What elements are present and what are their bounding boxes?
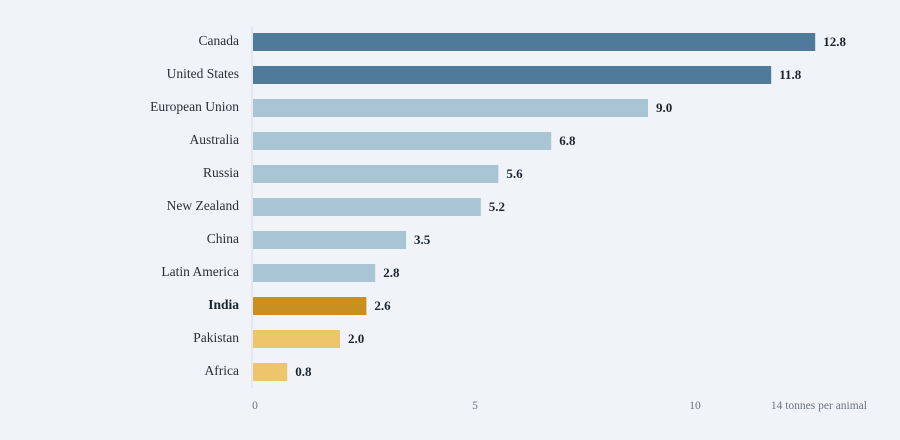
value-label-africa: 0.8 (295, 364, 312, 379)
value-label-new-zealand: 5.2 (489, 199, 505, 214)
bar-united-states (253, 66, 772, 84)
bar-new-zealand (253, 198, 481, 216)
value-label-canada: 12.8 (823, 34, 846, 49)
x-axis-unit-label: 14 tonnes per animal (771, 400, 867, 412)
category-label-canada: Canada (199, 33, 239, 48)
category-label-russia: Russia (203, 165, 239, 180)
x-axis-ticks: 0 5 10 (252, 400, 701, 412)
x-tick-10: 10 (689, 400, 701, 412)
value-label-china: 3.5 (414, 232, 431, 247)
bars (253, 33, 816, 381)
category-label-africa: Africa (205, 363, 239, 378)
category-label-australia: Australia (190, 132, 240, 147)
bar-latin-america (253, 264, 376, 282)
value-label-european-union: 9.0 (656, 100, 672, 115)
category-label-india: India (208, 297, 239, 312)
bar-pakistan (253, 330, 340, 348)
bar-european-union (253, 99, 648, 117)
category-label-european-union: European Union (150, 99, 239, 114)
bar-russia (253, 165, 499, 183)
value-label-united-states: 11.8 (779, 67, 802, 82)
x-tick-5: 5 (472, 400, 478, 412)
bar-china (253, 231, 406, 249)
value-label-australia: 6.8 (559, 133, 576, 148)
x-tick-0: 0 (252, 400, 258, 412)
bar-canada (253, 33, 816, 51)
category-label-pakistan: Pakistan (193, 330, 239, 345)
bar-australia (253, 132, 552, 150)
category-label-united-states: United States (167, 66, 239, 81)
value-label-latin-america: 2.8 (383, 265, 400, 280)
bar-india (253, 297, 367, 315)
category-label-new-zealand: New Zealand (167, 198, 240, 213)
category-labels: Canada United States European Union Austral… (150, 33, 239, 378)
value-label-russia: 5.6 (506, 166, 523, 181)
category-label-china: China (207, 231, 239, 246)
bar-africa (253, 363, 288, 381)
category-label-latin-america: Latin America (161, 264, 239, 279)
value-label-pakistan: 2.0 (348, 331, 364, 346)
value-labels: 12.8 11.8 9.0 6.8 5.6 5.2 3.5 2.8 2.6 2.0 0.8 (295, 34, 846, 379)
value-label-india: 2.6 (374, 298, 391, 313)
